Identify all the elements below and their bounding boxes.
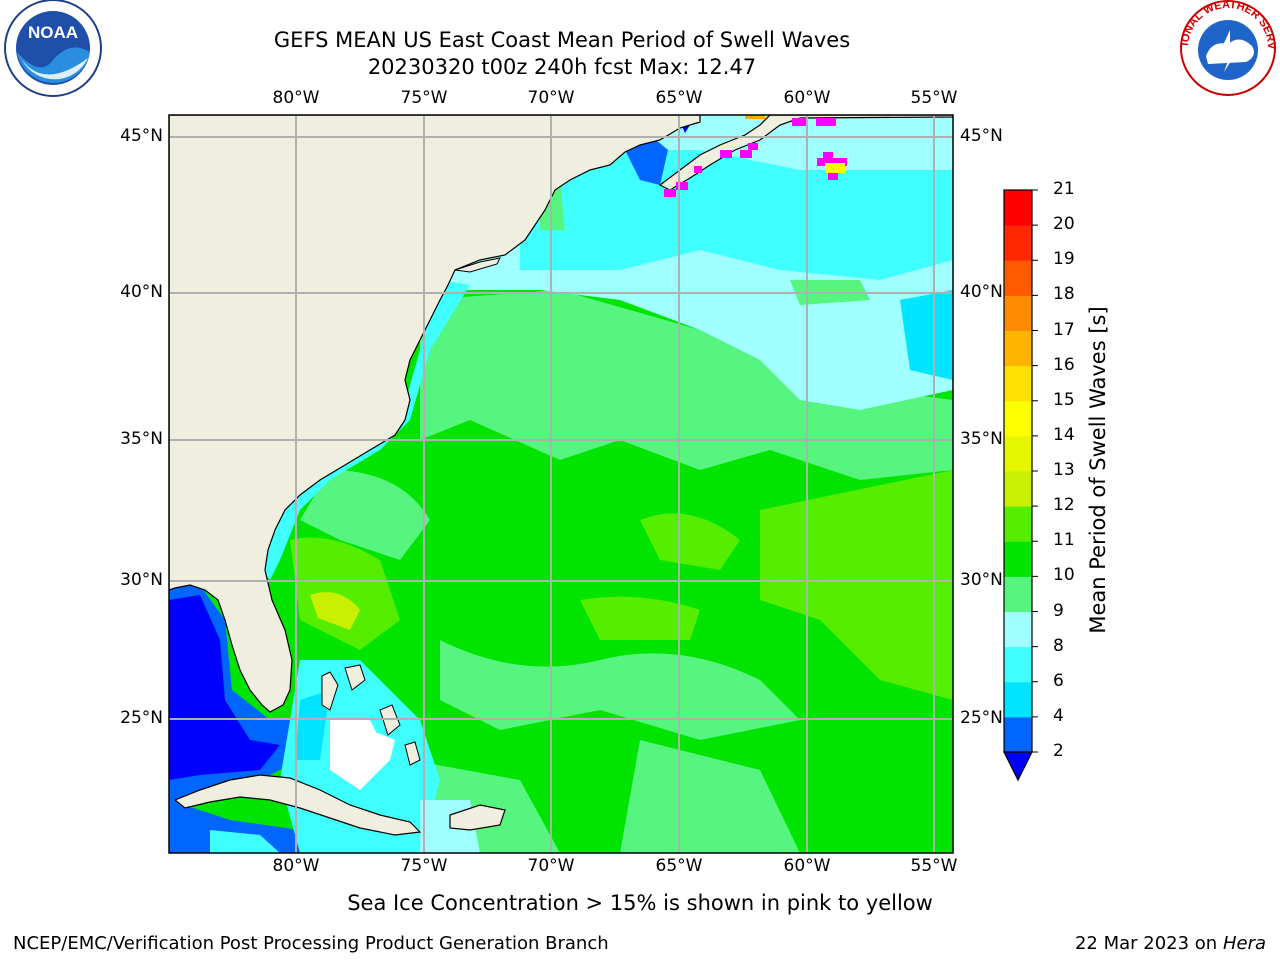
map-subtitle: 20230320 t00z 240h fcst Max: 12.47 (367, 55, 757, 79)
lat-label-right: 25°N (960, 708, 1003, 728)
lon-label-top: 80°W (272, 88, 320, 108)
colorbar-label: Mean Period of Swell Waves [s] (1086, 306, 1110, 634)
colorbar-segment (1004, 646, 1032, 683)
credit-host: Hera (1222, 933, 1266, 954)
lat-label-left: 30°N (120, 570, 163, 590)
credit-left: NCEP/EMC/Verification Post Processing Pr… (13, 933, 609, 954)
credit-date: 22 Mar 2023 on (1074, 933, 1218, 954)
colorbar-tick-label: 15 (1053, 389, 1075, 410)
colorbar-tick-label: 9 (1053, 600, 1064, 621)
colorbar-tick-label: 17 (1053, 319, 1075, 340)
nova-scotia-land (658, 115, 953, 191)
lat-label-right: 30°N (960, 570, 1003, 590)
noaa-logo-text: NOAA (28, 23, 78, 42)
colorbar-segment (1004, 576, 1032, 612)
lat-label-right: 45°N (960, 126, 1003, 146)
colorbar-tick-label: 14 (1053, 424, 1075, 445)
lon-label-bottom: 60°W (783, 856, 831, 876)
swell-9-10s-region (420, 290, 953, 480)
lat-label-left: 40°N (120, 282, 163, 302)
colorbar-segment (1004, 365, 1032, 402)
colorbar-tick-label: 11 (1053, 530, 1075, 551)
colorbar-segment (1004, 435, 1032, 472)
colorbar-tick-label: 10 (1053, 565, 1075, 586)
colorbar-segment (1004, 190, 1032, 226)
north-america-land (169, 115, 701, 713)
colorbar-tick-label: 4 (1053, 705, 1064, 726)
lat-label-left: 25°N (120, 708, 163, 728)
colorbar-segment (1004, 506, 1032, 542)
colorbar-segment (1004, 295, 1032, 331)
lon-label-bottom: 55°W (910, 856, 958, 876)
sea-ice-cells (664, 115, 847, 197)
lat-label-left: 35°N (120, 429, 163, 449)
colorbar-tick-label: 6 (1053, 670, 1064, 691)
colorbar-tick-label: 13 (1053, 460, 1075, 480)
lon-label-bottom: 75°W (400, 856, 448, 876)
graticule (169, 115, 953, 853)
lon-label-top: 55°W (910, 88, 958, 108)
colorbar-tick-label: 16 (1053, 354, 1075, 375)
colorbar-segment (1004, 541, 1032, 577)
colorbar-segment (1004, 681, 1032, 718)
cuba-land (173, 774, 422, 836)
colorbar-segment (1004, 330, 1032, 367)
noaa-logo-icon: NOAA (4, 0, 102, 97)
colorbar-tick-label: 20 (1053, 214, 1075, 235)
swell-period-map (168, 114, 954, 854)
colorbar-segment (1004, 260, 1032, 296)
lon-label-top: 70°W (527, 88, 575, 108)
lon-label-top: 60°W (783, 88, 831, 108)
lon-label-top: 65°W (655, 88, 703, 108)
colorbar (1003, 189, 1038, 782)
colorbar-tick-label: 2 (1053, 741, 1064, 761)
colorbar-tick-label: 21 (1053, 179, 1075, 199)
colorbar-under-arrow (1003, 751, 1033, 782)
colorbar-segment (1004, 611, 1032, 648)
sea-ice-note: Sea Ice Concentration > 15% is shown in … (347, 891, 933, 915)
colorbar-tick-label: 18 (1053, 284, 1075, 305)
svg-text:NATIONAL WEATHER SERVICE: NATIONAL WEATHER SERVICE (0, 0, 1277, 50)
colorbar-tick-label: 8 (1053, 635, 1064, 656)
lat-label-left: 45°N (120, 126, 163, 146)
lat-label-right: 35°N (960, 429, 1003, 449)
colorbar-tick-label: 12 (1053, 495, 1075, 516)
lon-label-bottom: 80°W (272, 856, 320, 876)
swell-11-12s-region (760, 470, 953, 700)
lon-label-top: 75°W (400, 88, 448, 108)
nws-logo-text: NATIONAL WEATHER SERVICE (0, 0, 1277, 50)
lon-label-bottom: 70°W (527, 856, 575, 876)
colorbar-tick-label: 19 (1053, 249, 1075, 270)
colorbar-segment (1004, 471, 1032, 507)
map-title: GEFS MEAN US East Coast Mean Period of S… (273, 28, 851, 52)
lon-label-bottom: 65°W (655, 856, 703, 876)
colorbar-segment (1004, 225, 1032, 261)
credit-right: 22 Mar 2023 on Hera (1075, 933, 1266, 954)
colorbar-segment (1004, 400, 1032, 437)
nws-logo-icon: NATIONAL WEATHER SERVICE (0, 0, 1277, 96)
lat-label-right: 40°N (960, 282, 1003, 302)
map-frame (168, 114, 954, 854)
colorbar-segment (1004, 716, 1032, 753)
